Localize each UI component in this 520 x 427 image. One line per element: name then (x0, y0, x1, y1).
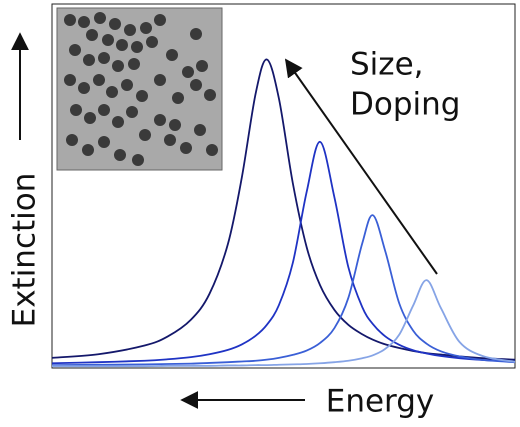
plot-frame (51, 3, 516, 369)
annotation-text: Doping (350, 87, 460, 123)
inset-image (56, 7, 223, 171)
annotation-text: Size, (350, 47, 424, 83)
annotation-arrow (284, 58, 438, 275)
spectrum-line (51, 214, 516, 366)
x-axis-label: Energy (326, 384, 435, 420)
curves (51, 58, 516, 368)
spectrum-line (52, 279, 516, 368)
spectrum-line (51, 140, 516, 365)
y-axis-label: Extinction (7, 173, 43, 328)
